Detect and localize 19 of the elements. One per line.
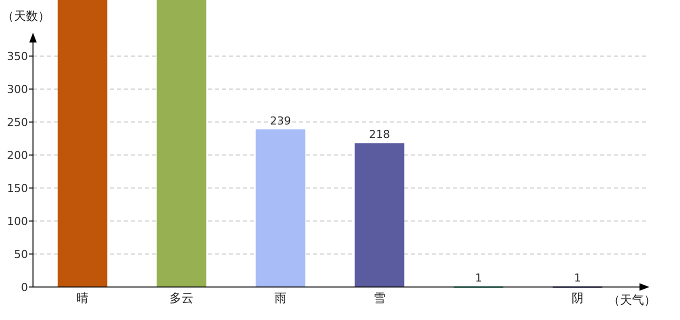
x-tick-label: 雪 — [374, 291, 386, 305]
data-label: 218 — [369, 128, 390, 142]
data-label: 239 — [270, 114, 291, 128]
x-axis-title: （天气） — [608, 293, 656, 307]
data-label: 1 — [475, 271, 482, 284]
y-tick-label: 250 — [7, 116, 28, 130]
y-tick-label: 200 — [7, 149, 28, 162]
x-tick-label: 雨 — [274, 291, 286, 305]
y-tick-label: 50 — [14, 248, 28, 262]
y-tick-label: 150 — [7, 182, 28, 196]
y-tick-label: 100 — [7, 215, 28, 228]
y-tick-label: 300 — [7, 83, 28, 96]
x-tick-label: 晴 — [76, 291, 88, 305]
x-tick-label: 多云 — [170, 291, 194, 305]
x-tick-label: 阴 — [572, 291, 584, 305]
y-axis-title: （天数） — [2, 9, 50, 23]
y-tick-label: 0 — [21, 281, 28, 294]
y-tick-label: 350 — [7, 50, 28, 64]
data-label: 1 — [574, 271, 581, 284]
